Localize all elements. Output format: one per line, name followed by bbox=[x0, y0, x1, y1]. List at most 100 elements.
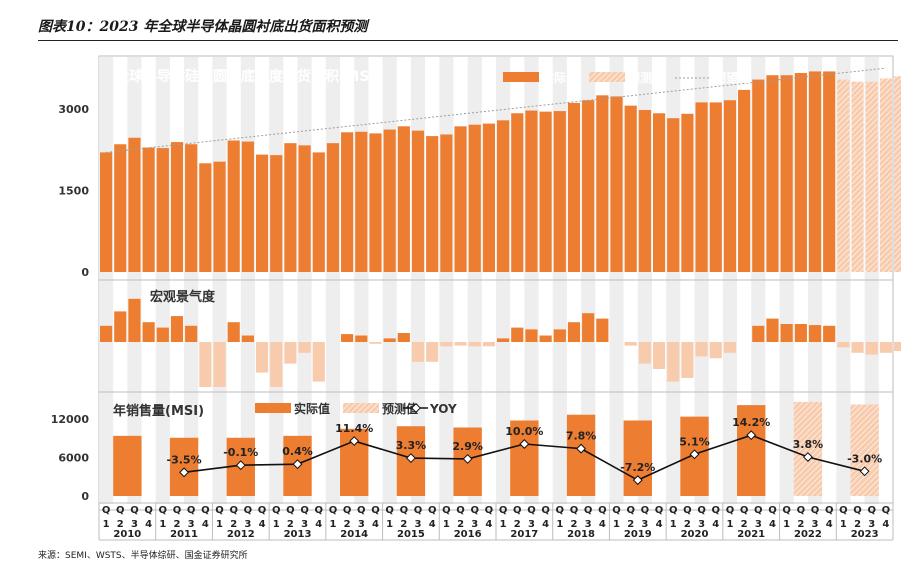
shipment-actual-bar bbox=[241, 141, 254, 272]
x-quarter-letter: Q bbox=[173, 505, 182, 516]
x-quarter-letter: Q bbox=[357, 505, 366, 516]
x-quarter-letter: Q bbox=[740, 505, 749, 516]
yoy-label: -3.0% bbox=[847, 452, 882, 465]
x-quarter-number: 3 bbox=[131, 519, 138, 530]
x-quarter-letter: Q bbox=[867, 505, 876, 516]
shipment-actual-bar bbox=[227, 140, 240, 272]
shipment-actual-bar bbox=[567, 102, 581, 272]
macro-bar bbox=[199, 342, 212, 387]
legend-yoy-marker bbox=[411, 403, 421, 413]
x-quarter-number: 1 bbox=[329, 519, 336, 530]
shipment-forecast-bar bbox=[894, 76, 901, 272]
legend-trend-label: 期望值 bbox=[714, 70, 750, 85]
legend-forecast-label: 预测值 bbox=[628, 70, 664, 85]
x-quarter-letter: Q bbox=[882, 505, 891, 516]
x-quarter-number: 2 bbox=[627, 519, 634, 530]
macro-bar bbox=[808, 325, 822, 342]
shipment-actual-bar bbox=[596, 95, 609, 272]
shipment-actual-bar bbox=[752, 79, 765, 272]
x-quarter-number: 4 bbox=[769, 519, 776, 530]
x-year-label: 2022 bbox=[794, 529, 822, 540]
x-quarter-letter: Q bbox=[116, 505, 125, 516]
yoy-marker bbox=[632, 475, 643, 486]
x-quarter-number: 1 bbox=[443, 519, 450, 530]
annual-y-tick: 0 bbox=[81, 490, 89, 503]
x-quarter-number: 4 bbox=[372, 519, 379, 530]
x-quarter-number: 2 bbox=[230, 519, 237, 530]
x-year-label: 2021 bbox=[737, 529, 765, 540]
macro-bar bbox=[879, 342, 892, 353]
x-quarter-letter: Q bbox=[712, 505, 721, 516]
x-quarter-letter: Q bbox=[371, 505, 380, 516]
x-quarter-number: 3 bbox=[358, 519, 365, 530]
annual-forecast-bar bbox=[850, 404, 879, 496]
macro-bar bbox=[567, 322, 581, 342]
x-quarter-letter: Q bbox=[414, 505, 423, 516]
shipment-actual-bar bbox=[667, 118, 680, 273]
shipment-actual-bar bbox=[681, 113, 694, 272]
x-quarter-letter: Q bbox=[570, 505, 579, 516]
shipment-actual-bar bbox=[397, 126, 410, 272]
x-quarter-number: 2 bbox=[570, 519, 577, 530]
x-quarter-number: 4 bbox=[259, 519, 266, 530]
x-year-label: 2011 bbox=[170, 529, 198, 540]
annual-actual-bar bbox=[510, 420, 539, 496]
x-quarter-letter: Q bbox=[825, 505, 834, 516]
x-quarter-number: 1 bbox=[613, 519, 620, 530]
yoy-label: 3.3% bbox=[396, 439, 427, 452]
shipment-actual-bar bbox=[142, 147, 155, 272]
annual-y-tick: 12000 bbox=[51, 413, 90, 426]
x-quarter-number: 1 bbox=[783, 519, 790, 530]
macro-bar bbox=[652, 342, 666, 369]
x-year-label: 2017 bbox=[510, 529, 538, 540]
x-quarter-letter: Q bbox=[229, 505, 238, 516]
yoy-marker bbox=[802, 452, 813, 462]
macro-bar bbox=[582, 313, 595, 342]
x-quarter-number: 4 bbox=[485, 519, 492, 530]
annual-actual-bar bbox=[169, 437, 199, 496]
x-quarter-number: 4 bbox=[542, 519, 549, 530]
macro-bar bbox=[426, 342, 439, 362]
shipment-actual-bar bbox=[284, 143, 297, 272]
shipment-actual-bar bbox=[383, 129, 396, 272]
x-quarter-letter: Q bbox=[669, 505, 678, 516]
x-quarter-number: 2 bbox=[117, 519, 124, 530]
x-quarter-number: 3 bbox=[641, 519, 648, 530]
x-year-label: 2010 bbox=[113, 529, 141, 540]
x-quarter-number: 2 bbox=[400, 519, 407, 530]
yoy-label: 10.0% bbox=[505, 425, 543, 438]
macro-bar bbox=[312, 342, 325, 382]
macro-bar bbox=[383, 338, 396, 342]
x-quarter-letter: Q bbox=[556, 505, 565, 516]
shipment-actual-bar bbox=[808, 71, 822, 273]
x-quarter-number: 4 bbox=[599, 519, 606, 530]
x-quarter-letter: Q bbox=[130, 505, 139, 516]
annual-actual-bar bbox=[113, 435, 142, 496]
x-quarter-letter: Q bbox=[272, 505, 281, 516]
shipment-actual-bar bbox=[511, 113, 524, 273]
x-quarter-letter: Q bbox=[442, 505, 451, 516]
legend-actual-label: 实际值 bbox=[542, 70, 578, 85]
x-quarter-letter: Q bbox=[485, 505, 494, 516]
macro-bar bbox=[170, 316, 184, 342]
macro-bar bbox=[397, 333, 410, 342]
shipment-forecast-bar bbox=[879, 78, 892, 272]
x-quarter-letter: Q bbox=[456, 505, 465, 516]
x-quarter-number: 1 bbox=[726, 519, 733, 530]
x-year-label: 2023 bbox=[851, 529, 879, 540]
x-quarter-letter: Q bbox=[527, 505, 536, 516]
x-quarter-number: 3 bbox=[415, 519, 422, 530]
macro-bar bbox=[497, 338, 510, 342]
x-quarter-number: 2 bbox=[287, 519, 294, 530]
x-quarter-number: 1 bbox=[159, 519, 166, 530]
x-quarter-number: 3 bbox=[528, 519, 535, 530]
shipment-actual-bar bbox=[298, 145, 311, 272]
x-quarter-letter: Q bbox=[612, 505, 621, 516]
x-quarter-number: 3 bbox=[698, 519, 705, 530]
x-quarter-number: 1 bbox=[500, 519, 507, 530]
shipment-actual-bar bbox=[553, 111, 566, 272]
yoy-marker bbox=[746, 430, 757, 441]
yoy-label: 0.4% bbox=[282, 445, 313, 458]
x-quarter-letter: Q bbox=[300, 505, 309, 516]
